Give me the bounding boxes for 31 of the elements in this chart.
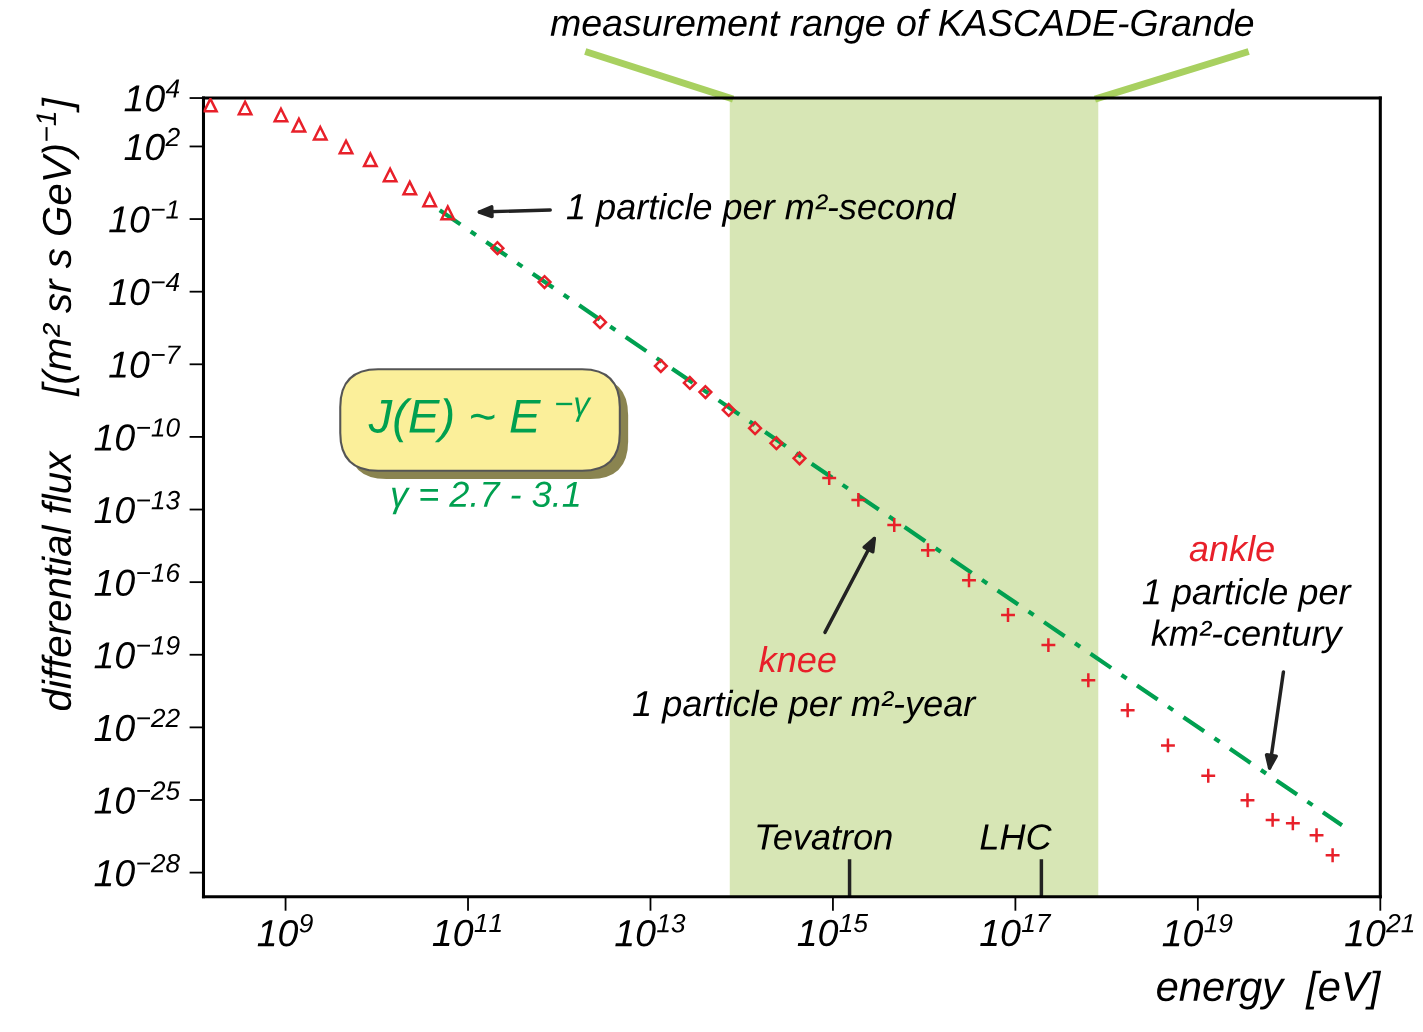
y-tick-label: 10$^{−4}$ <box>109 273 180 306</box>
band-label: measurement range of KASCADE-Grande <box>550 8 1254 44</box>
annotation: knee <box>759 645 836 673</box>
annotation: γ = 2.7 - 3.1 <box>392 481 579 515</box>
y-tick-label: 10$^{−10}$ <box>94 418 180 451</box>
x-tick-label: 10$^{17}$ <box>980 913 1052 947</box>
annotation: LHC <box>980 824 1052 850</box>
annotation: J(E) ~ E $^{−γ}$ <box>368 397 592 443</box>
annotation: 1 particle per m²-year <box>633 689 977 724</box>
y-axis-title: differential flux [(m² sr s GeV)$^{−1}$] <box>36 97 80 711</box>
x-axis-title: energy [eV] <box>1157 970 1382 1010</box>
x-tick-label: 10$^{19}$ <box>1162 913 1233 947</box>
x-tick-label: 10$^{13}$ <box>615 913 686 947</box>
y-tick-label: 10$^{−7}$ <box>109 345 181 378</box>
y-tick-label: 10$^{−22}$ <box>94 708 180 742</box>
x-tick-label: 10$^{21}$ <box>1345 913 1414 947</box>
annotation: 1 particle per km²-century <box>1142 578 1352 654</box>
y-tick-label: 10$^{−25}$ <box>94 781 181 814</box>
y-tick-label: 10$^{−1}$ <box>109 200 178 233</box>
x-tick-label: 10$^{9}$ <box>257 913 313 947</box>
y-tick-label: 10$^{−19}$ <box>94 636 180 669</box>
annotation: ankle <box>1189 534 1274 562</box>
x-tick-label: 10$^{11}$ <box>432 913 501 947</box>
y-tick-label: 10$^{−13}$ <box>94 490 180 524</box>
x-tick-label: 10$^{15}$ <box>797 913 869 947</box>
y-tick-label: 10$^{−16}$ <box>94 563 181 597</box>
annotation: 1 particle per m²-second <box>566 193 957 227</box>
annotation: Tevatron <box>757 824 892 850</box>
y-tick-label: 10$^{2}$ <box>124 127 180 161</box>
y-tick-label: 10$^{4}$ <box>124 79 180 112</box>
y-tick-label: 10$^{−28}$ <box>94 853 180 887</box>
